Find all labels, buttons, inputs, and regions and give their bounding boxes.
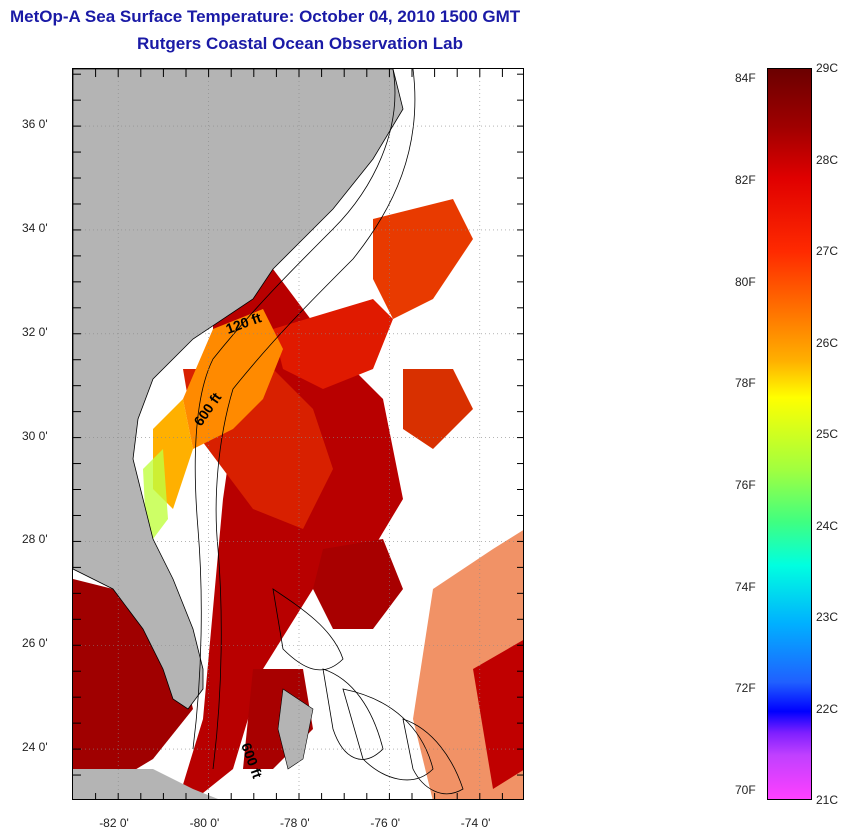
colorbar-c-label: 22C: [816, 701, 839, 716]
sst-map-canvas: 120 ft 600 ft 600 ft: [73, 69, 523, 799]
colorbar-c-label: 25C: [816, 427, 839, 441]
map-subtitle: Rutgers Coastal Ocean Observation Lab: [137, 34, 463, 53]
longitude-label: -78 0': [280, 816, 310, 830]
colorbar-c-label: 28C: [816, 152, 839, 167]
land-mass: [73, 69, 404, 799]
colorbar-c-label: 29C: [816, 61, 839, 75]
map-title: MetOp-A Sea Surface Temperature: October…: [10, 7, 521, 26]
latitude-label: 36 0': [22, 117, 48, 132]
colorbar-f-label: 72F: [735, 681, 756, 696]
longitude-label: -80 0': [189, 816, 220, 830]
longitude-label: -74 0': [460, 816, 491, 830]
colorbar-c-label: 23C: [816, 610, 839, 624]
temperature-colorbar: [767, 68, 812, 800]
colorbar-c-label: 27C: [816, 244, 839, 258]
graticule-grid: [73, 69, 523, 799]
colorbar-c-label: 26C: [816, 335, 839, 350]
colorbar-f-label: 82F: [735, 172, 756, 187]
latitude-label: 26 0': [22, 636, 48, 651]
latitude-label: 28 0': [22, 532, 48, 547]
colorbar-f-label: 76F: [735, 477, 756, 492]
colorbar-c-label: 24C: [816, 518, 839, 533]
longitude-label: -76 0': [370, 816, 401, 830]
latitude-label: 32 0': [22, 324, 48, 339]
sst-map: 120 ft 600 ft 600 ft: [72, 68, 524, 800]
colorbar-c-label: 21C: [816, 793, 839, 807]
latitude-label: 30 0': [22, 428, 48, 443]
latitude-label: 24 0': [22, 740, 48, 755]
colorbar-f-label: 78F: [735, 376, 756, 391]
latitude-label: 34 0': [22, 220, 48, 235]
longitude-label: -82 0': [99, 816, 129, 830]
axis-ticks: [73, 69, 523, 799]
colorbar-f-label: 70F: [735, 782, 756, 797]
colorbar-f-label: 80F: [735, 274, 756, 289]
colorbar-f-label: 84F: [735, 71, 756, 86]
bathymetry-contours: [192, 69, 464, 795]
colorbar-f-label: 74F: [735, 579, 756, 594]
